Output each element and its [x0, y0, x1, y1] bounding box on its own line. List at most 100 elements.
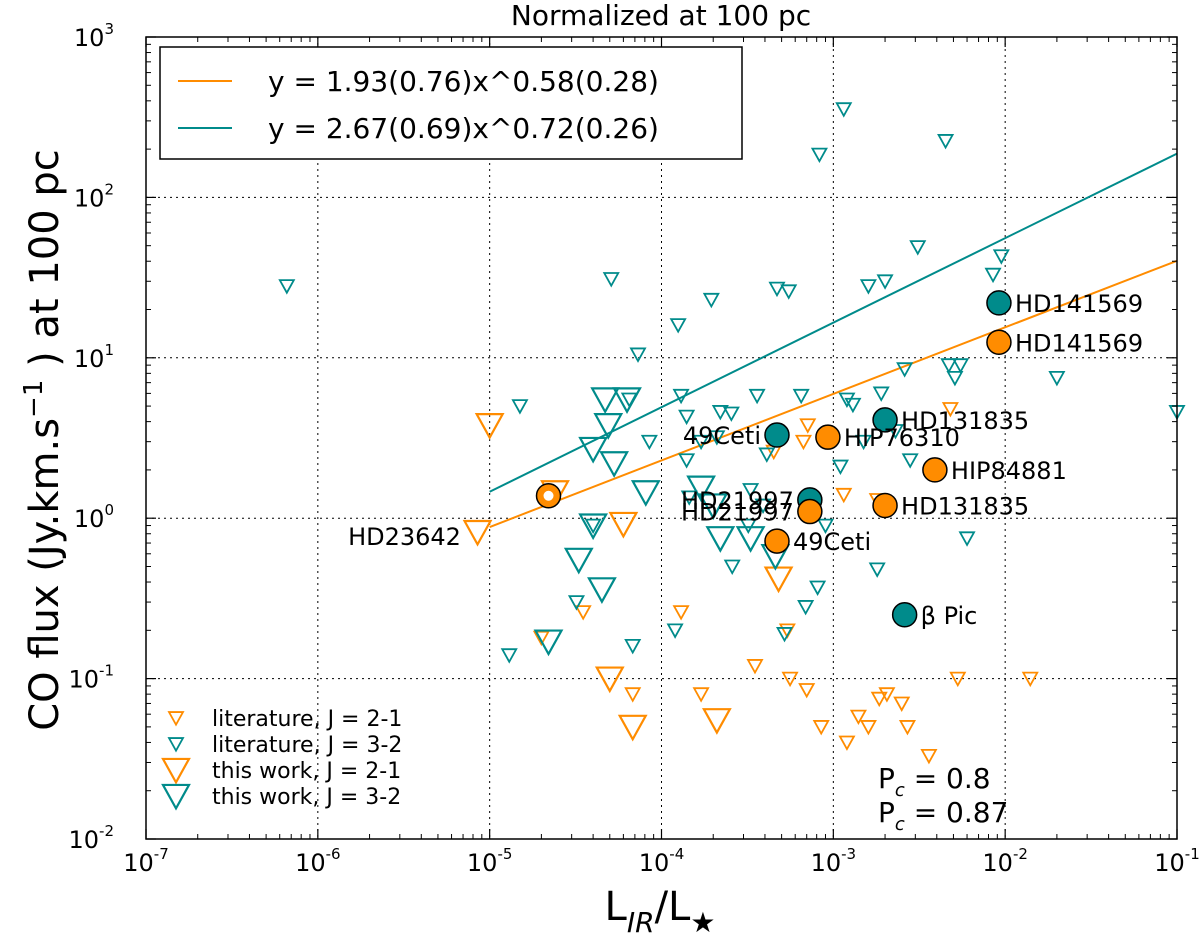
upper-limit-marker [666, 623, 684, 639]
upper-limit-marker [672, 388, 690, 405]
upper-limit-marker [798, 683, 816, 699]
x-tick-label-exp: -7 [154, 845, 169, 863]
y-tick-label: 103 [74, 20, 114, 52]
annotation-label: HD23642 [348, 523, 461, 551]
y-tick-label-exp: -1 [99, 662, 114, 680]
upper-limit-marker [748, 388, 766, 405]
upper-limit-marker [746, 659, 764, 675]
upper-limit-marker [816, 518, 835, 535]
upper-limit-marker [893, 696, 911, 712]
upper-limit-marker [937, 134, 955, 150]
detection-point-center [543, 490, 554, 501]
y-tick-label-exp: 3 [104, 20, 114, 38]
upper-limit-marker [602, 272, 620, 288]
upper-limit-marker [797, 600, 815, 616]
upper-limit-marker [739, 518, 757, 535]
upper-limit-marker-large [594, 666, 625, 694]
detection-point [872, 407, 898, 433]
detection-point [891, 602, 918, 628]
upper-limit-marker-large [578, 436, 608, 464]
upper-limit-marker [949, 671, 967, 688]
y-axis-label-sup: −1 [19, 380, 49, 418]
upper-limit-marker [849, 709, 867, 726]
upper-limit-marker [812, 720, 830, 736]
y-tick-label: 101 [74, 341, 114, 373]
detection-label: 49Ceti [793, 528, 871, 556]
y-tick-label: 100 [74, 501, 114, 533]
upper-limit-marker [678, 453, 696, 469]
upper-limit-marker [758, 447, 776, 463]
legend-marker-label: literature, J = 2-1 [212, 707, 402, 732]
upper-limit-marker-large [587, 577, 617, 604]
upper-limit-marker-large [578, 513, 608, 541]
detection-label: β Pic [921, 602, 978, 630]
detection-point [986, 329, 1012, 356]
upper-limit-marker [723, 559, 741, 575]
upper-limit-marker-large [533, 629, 564, 657]
x-tick-label: 10-7 [123, 845, 169, 877]
x-tick-label-exp: -5 [497, 845, 512, 863]
x-tick-label-base: 10 [811, 849, 842, 877]
upper-limit-marker [511, 399, 529, 415]
upper-limit-marker [672, 605, 690, 621]
y-tick-label-exp: 0 [104, 501, 114, 519]
svg-text:CO flux (Jy.km.s−1 ) at 100 pc: CO flux (Jy.km.s−1 ) at 100 pc [19, 149, 68, 731]
upper-limit-marker [868, 562, 886, 578]
x-tick-label-base: 10 [1154, 849, 1185, 877]
stat-pc-2-value: = 0.87 [905, 796, 1009, 829]
x-tick-label-exp: -6 [326, 845, 341, 863]
legend-fits: y = 1.93(0.76)x^0.58(0.28) y = 2.67(0.69… [159, 46, 743, 160]
upper-limit-marker-large [563, 547, 594, 575]
upper-limit-marker [781, 671, 799, 688]
upper-limit-marker [952, 358, 970, 374]
y-tick-label-base: 10 [74, 24, 105, 52]
upper-limit-marker-large [735, 526, 766, 553]
y-tick-label-exp: -2 [99, 822, 114, 840]
y-tick-label-base: 10 [74, 345, 105, 373]
upper-limit-marker [768, 281, 786, 298]
detection-point [986, 290, 1012, 316]
svg-text:LIR/L★: LIR/L★ [605, 884, 716, 939]
upper-limit-marker [692, 687, 710, 703]
upper-limit-marker [711, 405, 729, 421]
y-tick-label-base: 10 [68, 826, 99, 854]
detection-point [797, 498, 823, 525]
upper-limit-marker [810, 147, 828, 164]
upper-limit-marker [838, 392, 856, 408]
ticks: 10-7 10-6 10-5 10-4 10-3 10-2 10-110-210-11001… [68, 20, 1199, 877]
upper-limit-marker [708, 430, 726, 446]
x-tick-label-base: 10 [295, 849, 326, 877]
legend-marker-label: this work, J = 2-1 [212, 759, 401, 784]
detection-point [872, 492, 898, 519]
detection-point [764, 422, 790, 448]
x-axis-label-sub-ir: IR [627, 906, 655, 939]
y-axis-label: CO flux (Jy.km.s−1 ) at 100 pc [19, 149, 68, 731]
upper-limit-marker [567, 595, 585, 611]
y-tick-label-base: 10 [68, 666, 99, 694]
upper-limit-marker [692, 434, 710, 451]
upper-limit-marker [742, 483, 760, 499]
detection-point [922, 457, 948, 483]
upper-limit-marker-large [617, 714, 648, 742]
x-tick-label-base: 10 [982, 849, 1013, 877]
y-axis-label-part-1: CO flux (Jy.km.s [22, 418, 68, 731]
detection-label: HD131835 [901, 492, 1029, 520]
detection-label: HIP76310 [844, 424, 960, 452]
upper-limit-marker [678, 409, 696, 426]
upper-limit-marker [878, 687, 896, 703]
upper-limit-marker-large [474, 413, 505, 440]
upper-limit-marker [278, 279, 296, 295]
upper-limit-marker [831, 459, 849, 476]
detection-point [764, 528, 790, 554]
y-axis-label-part-2: ) at 100 pc [22, 149, 68, 379]
upper-limit-marker [624, 639, 642, 655]
upper-limit-marker-large [686, 475, 716, 503]
upper-limit-marker [794, 434, 812, 451]
upper-limit-marker [1048, 370, 1066, 387]
upper-limit-marker [776, 627, 794, 643]
upper-limit-marker [500, 648, 518, 664]
x-axis-label-slash: /L [655, 884, 691, 930]
fit-lines [489, 152, 1178, 528]
upper-limit-marker-large [608, 511, 639, 539]
upper-limit-marker-large [698, 493, 729, 521]
